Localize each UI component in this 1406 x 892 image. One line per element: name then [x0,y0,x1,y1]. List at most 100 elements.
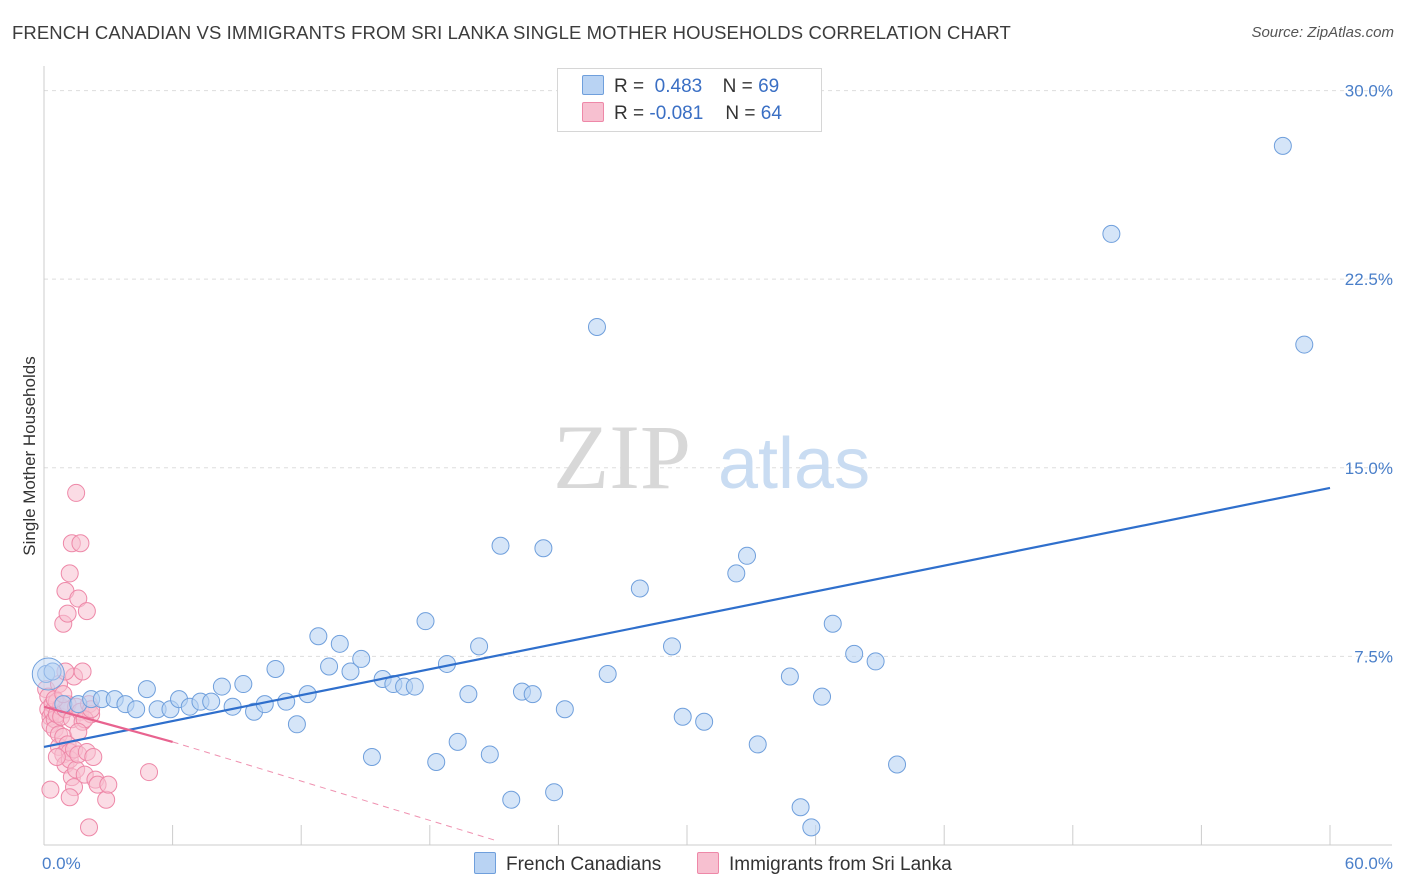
data-point-french-canadians [587,317,606,336]
x-tick-label: 0.0% [42,854,81,873]
bottom-legend-swatch-blue [474,852,496,874]
axes [43,66,1392,846]
bottom-legend-french-canadians: French Canadians [474,852,661,876]
data-point-french-canadians [416,612,435,631]
trend-line-sri-lanka [43,705,173,743]
data-point-french-canadians [888,755,907,774]
data-point-sri-lanka [77,602,96,621]
data-point-french-canadians [459,685,478,704]
data-point-french-canadians [405,677,424,696]
data-point-french-canadians [630,579,649,598]
watermark: ZIP atlas [553,406,870,508]
chart-title: FRENCH CANADIAN VS IMMIGRANTS FROM SRI L… [12,22,1011,43]
data-point-french-canadians [1295,335,1314,354]
y-axis-label: Single Mother Households [20,356,39,555]
data-point-french-canadians [534,539,553,558]
data-point-sri-lanka [99,775,118,794]
legend-row-sri-lanka: R = -0.081 N = 64 [582,102,782,126]
data-point-french-canadians [287,715,306,734]
data-point-sri-lanka [84,747,103,766]
legend-swatch-pink [582,102,604,122]
data-point-sri-lanka [97,790,116,809]
data-point-french-canadians [448,732,467,751]
legend-r-value: 0.483 [654,76,703,97]
data-point-french-canadians [234,675,253,694]
data-point-sri-lanka [58,604,77,623]
series-french-canadians [31,136,1314,837]
legend-r-label: R = [614,103,645,124]
grid-lines [44,90,1392,657]
y-tick-label: 30.0% [1345,82,1393,101]
data-point-french-canadians [813,687,832,706]
data-point-french-canadians [266,659,285,678]
trend-line-sri-lanka-extended [172,741,495,841]
data-point-french-canadians [137,680,156,699]
legend-n-value: 69 [758,76,780,97]
data-point-french-canadians [277,692,296,711]
bottom-legend-label: Immigrants from Sri Lanka [729,854,952,875]
y-tick-label: 7.5% [1354,647,1393,666]
trend-line-french-canadians [43,486,1331,749]
watermark-atlas: atlas [718,424,870,504]
data-point-french-canadians [673,707,692,726]
data-point-french-canadians [341,662,360,681]
data-point-sri-lanka [60,564,79,583]
x-tick-label: 60.0% [1345,854,1393,873]
data-point-sri-lanka [41,780,60,799]
data-point-french-canadians [738,546,757,565]
data-point-french-canadians [480,745,499,764]
data-point-french-canadians [491,536,510,555]
data-point-sri-lanka [69,589,88,608]
legend-r-value: -0.081 [649,103,704,124]
data-point-french-canadians [845,644,864,663]
data-point-french-canadians [502,790,521,809]
data-point-french-canadians [352,649,371,668]
data-point-french-canadians [823,614,842,633]
bottom-legend-sri-lanka: Immigrants from Sri Lanka [697,852,952,876]
data-point-french-canadians [802,818,821,837]
data-point-french-canadians [545,783,564,802]
data-point-sri-lanka [60,788,79,807]
data-point-french-canadians [791,798,810,817]
legend-box: R = 0.483 N = 69 R = -0.081 N = 64 [557,68,822,132]
data-point-french-canadians [470,637,489,656]
data-point-french-canadians [427,753,446,772]
data-point-french-canadians [362,747,381,766]
data-point-french-canadians [780,667,799,686]
legend-r-label: R = [614,76,645,97]
bottom-legend-label: French Canadians [506,854,662,875]
data-point-french-canadians [748,735,767,754]
bottom-legend-swatch-pink [697,852,719,874]
data-point-french-canadians [598,664,617,683]
data-point-french-canadians [202,692,221,711]
data-point-sri-lanka [47,747,66,766]
trend-lines [43,486,1331,841]
data-point-french-canadians [695,712,714,731]
data-point-french-canadians [330,634,349,653]
data-point-french-canadians [1273,136,1292,155]
data-point-french-canadians [866,652,885,671]
data-point-french-canadians [43,662,62,681]
data-point-french-canadians [727,564,746,583]
legend-row-french-canadians: R = 0.483 N = 69 [582,75,779,99]
data-point-french-canadians [212,677,231,696]
legend-swatch-blue [582,75,604,95]
data-point-french-canadians-large [31,657,65,691]
data-point-french-canadians [555,700,574,719]
data-point-sri-lanka [73,662,92,681]
data-point-french-canadians [309,627,328,646]
data-point-sri-lanka [80,818,99,837]
source-label: Source: ZipAtlas.com [1251,24,1394,41]
data-point-sri-lanka [71,534,90,553]
data-point-sri-lanka [140,763,159,782]
data-point-french-canadians [127,700,146,719]
data-point-sri-lanka [67,483,86,502]
legend-n-value: 64 [760,103,782,124]
y-tick-labels: 7.5% 15.0% 22.5% 30.0% [1345,82,1393,667]
data-point-french-canadians [1102,224,1121,243]
data-point-french-canadians [320,657,339,676]
y-tick-label: 22.5% [1345,270,1393,289]
y-tick-label: 15.0% [1345,459,1393,478]
legend-n-label: N = [725,103,756,124]
